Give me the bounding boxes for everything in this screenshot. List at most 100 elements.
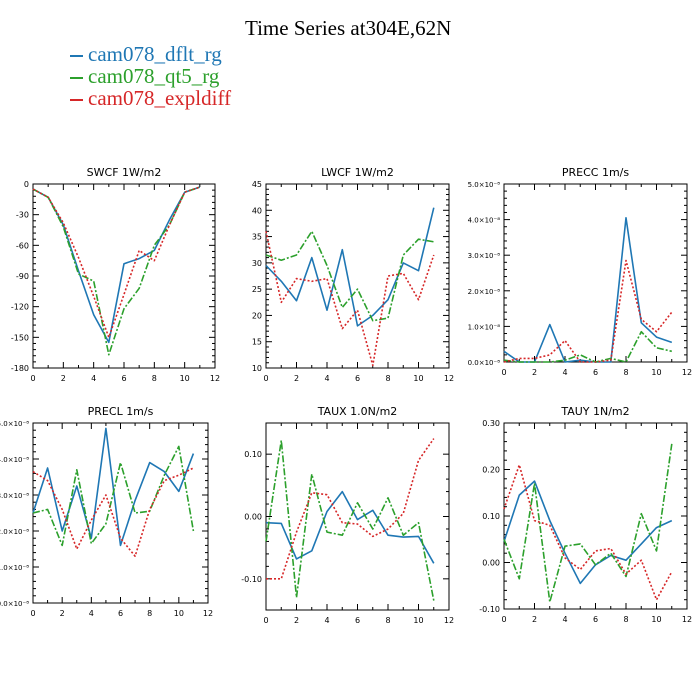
- plot-frame: [503, 183, 688, 363]
- y-tick-label: 0.0×10⁻⁸: [468, 359, 501, 367]
- x-tick-label: 4: [91, 374, 96, 383]
- y-tick-label: 10: [252, 364, 262, 373]
- x-tick-label: 12: [444, 616, 454, 625]
- series-line-cam078-expldiff: [503, 464, 673, 601]
- x-tick-label: 2: [294, 374, 299, 383]
- y-tick-label: 30: [252, 259, 262, 268]
- x-tick-label: 0: [501, 368, 506, 377]
- series-line-cam078-qt5-rg: [503, 330, 672, 363]
- x-tick-label: 4: [89, 609, 94, 618]
- x-tick-label: 8: [623, 368, 628, 377]
- chart-title: TAUY 1N/m2: [560, 405, 629, 418]
- y-tick-label: 4.0×10⁻⁸: [0, 456, 29, 464]
- x-tick-label: 10: [180, 374, 190, 383]
- x-tick-label: 6: [118, 609, 123, 618]
- x-tick-label: 8: [385, 374, 390, 383]
- y-tick-label: 5.0×10⁻⁸: [468, 181, 501, 189]
- chart-title: SWCF 1W/m2: [87, 166, 162, 179]
- y-tick-label: 3.0×10⁻⁸: [468, 252, 501, 260]
- y-tick-label: -150: [11, 333, 29, 342]
- x-tick-label: 6: [355, 616, 360, 625]
- y-tick-label: 0.0×10⁻⁸: [0, 600, 29, 608]
- y-tick-label: -180: [11, 364, 29, 373]
- chart-panel-3: PRECC 1m/s 0 2 4 6 8 10 12 0.0×10⁻⁸ 1.0×10⁻⁸ 2.0×1…: [468, 166, 693, 377]
- legend-label-dflt: cam078_dflt_rg: [88, 42, 222, 66]
- y-tick-label: -0.10: [479, 605, 500, 614]
- y-tick-label: 4.0×10⁻⁸: [468, 217, 501, 225]
- chart-panel-1: SWCF 1W/m2 0 2 4 6 8 10 12 0 -30 -60 -90 -120 -150 -18…: [11, 166, 220, 383]
- series-line-cam078-expldiff: [266, 438, 435, 580]
- x-tick-label: 0: [263, 616, 268, 625]
- x-tick-label: 10: [413, 374, 423, 383]
- x-tick-label: 10: [174, 609, 184, 618]
- legend-swatch-qt5: [70, 77, 83, 80]
- y-tick-label: -60: [16, 241, 29, 250]
- y-tick-label: 15: [252, 338, 262, 347]
- series-line-cam078-expldiff: [503, 259, 673, 363]
- y-tick-label: 0.30: [482, 419, 500, 428]
- x-tick-label: 0: [30, 609, 35, 618]
- x-tick-label: 12: [444, 374, 454, 383]
- x-tick-label: 6: [121, 374, 126, 383]
- figure-title: Time Series at304E,62N: [245, 16, 452, 40]
- x-tick-label: 0: [501, 615, 506, 624]
- y-tick-label: -30: [16, 211, 29, 220]
- plot-frame: [503, 422, 688, 610]
- x-tick-label: 12: [682, 615, 692, 624]
- plot-frame: [32, 183, 216, 369]
- y-tick-label: 25: [252, 285, 262, 294]
- y-tick-label: 0.10: [244, 450, 262, 459]
- chart-panel-4: PRECL 1m/s 0 2 4 6 8 10 12 0.0×10⁻⁸ 1.0×10⁻⁸ 2.0×1…: [0, 405, 213, 618]
- chart-panel-6: TAUY 1N/m2 0 2 4 6 8 10 12 -0.10 0.00 0.10 0.20 0.30: [479, 405, 692, 624]
- x-tick-label: 4: [562, 368, 567, 377]
- x-tick-label: 4: [324, 616, 329, 625]
- series-line-cam078-dflt-rg: [32, 427, 195, 547]
- x-tick-label: 10: [651, 615, 661, 624]
- x-tick-label: 0: [263, 374, 268, 383]
- legend-item-expldiff: cam078_expldiff: [70, 86, 231, 111]
- series-line-cam078-qt5-rg: [265, 439, 435, 601]
- legend-item-qt5: cam078_qt5_rg: [70, 64, 219, 89]
- series-line-cam078-qt5-rg: [32, 445, 195, 547]
- chart-title: LWCF 1W/m2: [321, 166, 394, 179]
- y-tick-label: 35: [252, 233, 262, 242]
- x-tick-label: 8: [623, 615, 628, 624]
- series-line-cam078-dflt-rg: [32, 186, 201, 344]
- plot-frame: [32, 422, 209, 604]
- legend-item-dflt: cam078_dflt_rg: [70, 42, 222, 67]
- x-tick-label: 2: [294, 616, 299, 625]
- chart-panel-2: LWCF 1W/m2 0 2 4 6 8 10 12 10 15 20 25 30 35 40 45: [252, 166, 454, 383]
- plot-frame: [265, 183, 450, 369]
- series-line-cam078-dflt-rg: [503, 480, 673, 585]
- x-tick-label: 8: [385, 616, 390, 625]
- x-tick-label: 2: [61, 374, 66, 383]
- x-tick-label: 2: [532, 368, 537, 377]
- series-line-cam078-dflt-rg: [265, 490, 435, 564]
- x-tick-label: 8: [152, 374, 157, 383]
- y-tick-label: 5.0×10⁻⁸: [0, 420, 29, 428]
- y-tick-label: 0.20: [482, 466, 500, 475]
- y-tick-label: 0: [24, 180, 29, 189]
- legend-label-expldiff: cam078_expldiff: [88, 86, 232, 110]
- y-tick-label: 0.10: [482, 512, 500, 521]
- series-line-cam078-expldiff: [32, 467, 194, 558]
- x-tick-label: 4: [324, 374, 329, 383]
- y-tick-label: -0.10: [241, 575, 262, 584]
- y-tick-label: 2.0×10⁻⁸: [0, 528, 29, 536]
- x-tick-label: 10: [413, 616, 423, 625]
- series-line-cam078-dflt-rg: [503, 217, 673, 363]
- series-line-cam078-expldiff: [32, 186, 201, 339]
- chart-title: PRECL 1m/s: [88, 405, 154, 418]
- y-tick-label: 3.0×10⁻⁸: [0, 492, 29, 500]
- x-tick-label: 2: [60, 609, 65, 618]
- legend-swatch-dflt: [70, 55, 83, 58]
- y-tick-label: -90: [16, 272, 29, 281]
- y-tick-label: 0.00: [482, 559, 500, 568]
- x-tick-label: 10: [651, 368, 661, 377]
- plot-frame: [265, 422, 450, 611]
- series-line-cam078-qt5-rg: [503, 443, 673, 603]
- legend-swatch-expldiff: [70, 99, 83, 102]
- legend-label-qt5: cam078_qt5_rg: [88, 64, 220, 88]
- y-tick-label: 40: [252, 206, 262, 215]
